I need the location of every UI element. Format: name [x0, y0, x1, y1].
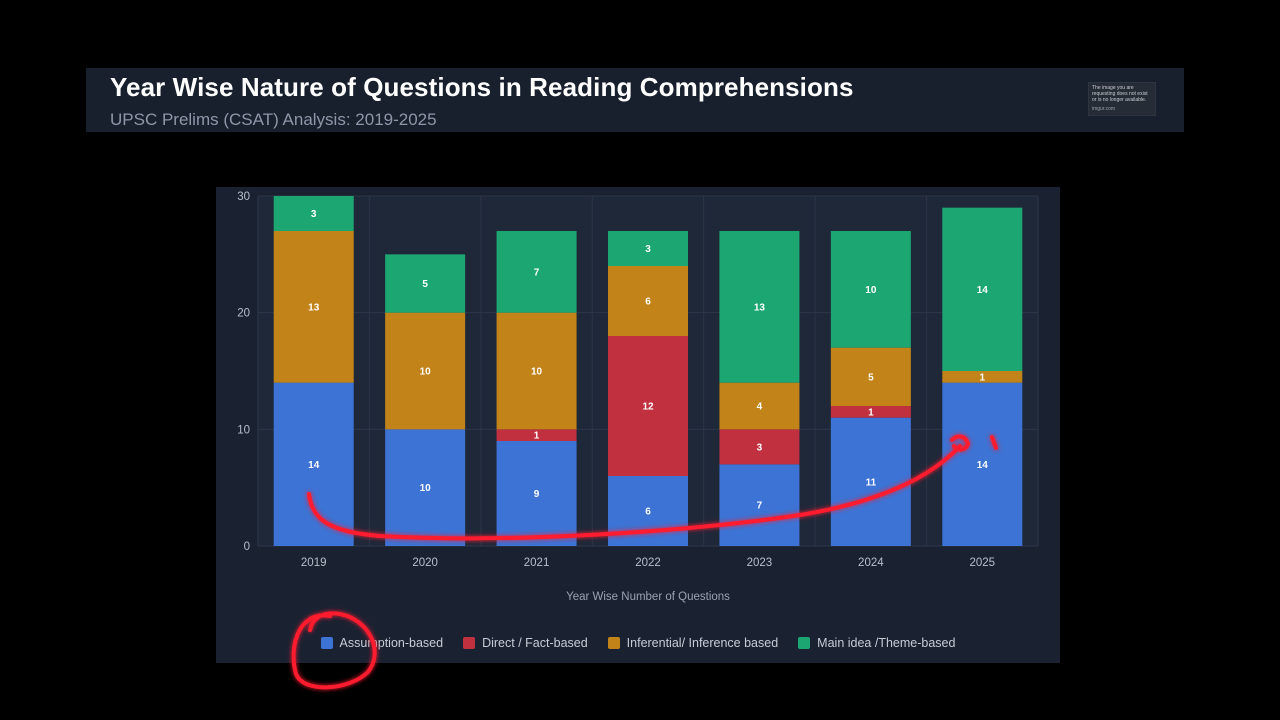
chart-subtitle: UPSC Prelims (CSAT) Analysis: 2019-2025 — [110, 110, 437, 129]
data-label: 11 — [866, 477, 877, 488]
legend-swatch — [607, 637, 620, 649]
bar-segment — [273, 196, 354, 231]
x-tick-label: 2020 — [412, 557, 438, 569]
data-label: 3 — [757, 442, 763, 453]
data-label: 10 — [865, 285, 877, 296]
chart-header: Year Wise Nature of Questions in Reading… — [86, 68, 1184, 132]
chart-title: Year Wise Nature of Questions in Reading… — [110, 72, 854, 102]
y-tick-label: 30 — [237, 191, 250, 203]
bar-segment — [942, 207, 1023, 371]
notice-text: The image you are requesting does not ex… — [1092, 85, 1148, 103]
bar-segment — [385, 254, 466, 313]
notice-source: imgur.com — [1092, 106, 1116, 112]
bar-segment — [719, 382, 800, 430]
x-tick-label: 2022 — [635, 557, 661, 569]
data-label: 1 — [868, 407, 874, 418]
data-label: 1 — [534, 431, 540, 442]
bar-segment — [273, 231, 354, 383]
legend-item[interactable]: Inferential/ Inference based — [607, 633, 779, 653]
x-tick-label: 2024 — [858, 557, 884, 569]
bar-segment — [608, 266, 688, 336]
legend-item[interactable]: Assumption-based — [320, 633, 444, 653]
x-axis-title: Year Wise Number of Questions — [566, 591, 730, 603]
data-label: 14 — [977, 460, 989, 471]
image-unavailable-notice: The image you are requesting does not ex… — [1088, 82, 1156, 116]
x-tick-label: 2023 — [747, 557, 773, 569]
legend-swatch — [463, 637, 476, 649]
chart-panel: 0 10 20 30 14 13 3 2019 10 10 5 2020 9 1 10 7 2021 6 12 6 3 2… — [216, 187, 1060, 663]
data-label: 3 — [311, 209, 317, 220]
bar-segment — [830, 406, 911, 418]
legend-swatch — [798, 637, 811, 649]
y-tick-label: 20 — [237, 308, 250, 320]
stacked-bar-chart: 0102030141332019101052020911072021612632… — [237, 191, 1039, 603]
data-label: 5 — [422, 279, 428, 290]
data-label: 6 — [645, 297, 651, 308]
data-label: 7 — [757, 501, 763, 512]
data-label: 12 — [642, 402, 654, 413]
data-label: 5 — [868, 372, 874, 383]
x-tick-label: 2021 — [524, 557, 550, 569]
y-tick-label: 0 — [244, 541, 250, 553]
y-tick-label: 10 — [237, 424, 250, 436]
bar-segment — [496, 231, 577, 313]
data-label: 10 — [420, 367, 432, 378]
bar-segment — [830, 347, 911, 406]
bar-segment — [719, 231, 800, 383]
x-tick-label: 2025 — [969, 557, 995, 569]
data-label: 1 — [980, 372, 986, 383]
legend-swatch — [320, 637, 333, 649]
legend-label: Assumption-based — [339, 636, 444, 650]
data-label: 10 — [531, 367, 543, 378]
chart-legend: Assumption-based Direct / Fact-based Infer… — [216, 633, 1060, 653]
legend-label: Direct / Fact-based — [482, 636, 588, 650]
bar-segment — [830, 231, 911, 348]
data-label: 6 — [645, 507, 651, 518]
data-label: 7 — [534, 267, 540, 278]
legend-item[interactable]: Main idea /Theme-based — [798, 633, 955, 653]
data-label: 9 — [534, 489, 540, 500]
data-label: 13 — [754, 302, 766, 313]
legend-item[interactable]: Direct / Fact-based — [463, 633, 588, 653]
data-label: 13 — [308, 302, 320, 313]
bar-segment — [496, 429, 577, 441]
x-tick-label: 2019 — [301, 557, 327, 569]
data-label: 3 — [645, 244, 651, 255]
data-label: 14 — [308, 460, 320, 471]
data-label: 14 — [977, 285, 989, 296]
data-label: 10 — [420, 483, 432, 494]
legend-label: Inferential/ Inference based — [626, 636, 779, 650]
data-label: 4 — [757, 402, 763, 413]
bar-segment — [496, 312, 577, 430]
bar-segment — [942, 371, 1023, 383]
bar-segment — [608, 231, 688, 266]
legend-label: Main idea /Theme-based — [817, 636, 956, 650]
bar-segment — [385, 312, 466, 430]
